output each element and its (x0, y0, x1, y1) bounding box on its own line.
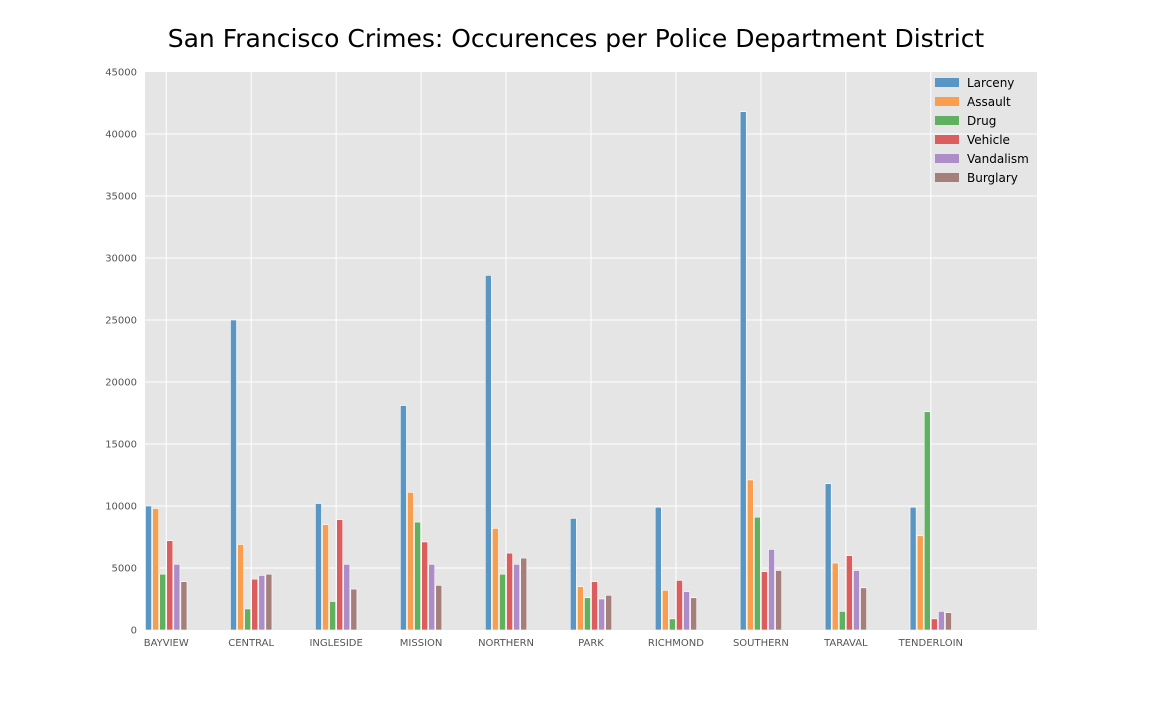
bar-larceny (824, 483, 832, 631)
bar-burglary (775, 570, 782, 631)
bar-burglary (690, 597, 697, 631)
bar-larceny (315, 503, 322, 631)
bar-vandalism (938, 611, 945, 631)
bar-drug (414, 521, 421, 631)
x-tick-label: RICHMOND (648, 638, 704, 649)
bar-vehicle (421, 541, 428, 631)
legend-swatch-drug (935, 116, 959, 125)
bar-drug (838, 611, 846, 631)
legend-label-assault: Assault (967, 95, 1011, 109)
x-tick-label: TARAVAL (823, 638, 868, 649)
bar-vehicle (846, 555, 853, 631)
bar-vehicle (761, 571, 768, 631)
y-tick-label: 25000 (105, 316, 137, 327)
bar-drug (669, 618, 676, 631)
bar-larceny (485, 275, 492, 631)
bar-assault (916, 535, 924, 631)
legend-label-vandalism: Vandalism (967, 152, 1029, 166)
x-tick-label: CENTRAL (228, 638, 274, 649)
bar-larceny (739, 111, 747, 631)
bar-assault (831, 562, 839, 631)
bar-assault (746, 479, 754, 631)
bar-vandalism (513, 563, 521, 631)
bar-vandalism (173, 563, 181, 631)
bar-assault (407, 492, 414, 631)
x-tick-label: TENDERLOIN (898, 638, 963, 649)
legend-label-vehicle: Vehicle (967, 133, 1010, 147)
bar-drug (329, 601, 336, 631)
y-tick-label: 35000 (105, 192, 137, 203)
x-tick-label: BAYVIEW (144, 638, 189, 649)
legend-swatch-larceny (935, 78, 959, 87)
legend-swatch-vandalism (935, 154, 959, 163)
bar-larceny (569, 518, 577, 631)
bar-assault (322, 524, 329, 631)
bar-drug (754, 516, 761, 631)
y-tick-label: 0 (131, 626, 137, 637)
bar-larceny (145, 505, 152, 631)
legend-label-larceny: Larceny (967, 76, 1014, 90)
bar-burglary (435, 585, 443, 631)
bar-drug (244, 608, 251, 631)
bar-burglary (605, 594, 613, 631)
bar-vandalism (428, 563, 436, 631)
bar-vehicle (506, 552, 513, 631)
x-tick-label: NORTHERN (478, 638, 534, 649)
chart-title: San Francisco Crimes: Occurences per Pol… (167, 24, 985, 53)
bar-burglary (945, 612, 952, 631)
bar-burglary (350, 588, 358, 631)
y-tick-label: 10000 (105, 502, 137, 513)
bar-assault (661, 590, 669, 631)
legend-swatch-vehicle (935, 135, 959, 144)
y-tick-label: 15000 (105, 440, 137, 451)
bar-larceny (909, 506, 917, 631)
y-tick-label: 5000 (112, 564, 137, 575)
bar-burglary (520, 557, 528, 631)
x-tick-label: PARK (578, 638, 604, 649)
bar-assault (237, 544, 244, 631)
y-tick-label: 20000 (105, 378, 137, 389)
bar-larceny (654, 506, 662, 631)
bar-vehicle (931, 618, 938, 631)
bar-burglary (265, 573, 273, 631)
x-tick-label: INGLESIDE (309, 638, 362, 649)
bar-vehicle (166, 540, 174, 631)
bar-vandalism (853, 570, 860, 631)
legend-swatch-burglary (935, 173, 959, 182)
bar-vehicle (591, 581, 598, 631)
bar-larceny (400, 405, 407, 631)
bar-drug (584, 597, 591, 631)
bar-vehicle (336, 519, 344, 631)
legend-label-burglary: Burglary (967, 171, 1018, 185)
bar-drug (159, 573, 167, 631)
y-tick-label: 40000 (105, 130, 137, 141)
bar-vandalism (768, 549, 775, 631)
y-tick-label: 45000 (105, 68, 137, 79)
bar-drug (499, 573, 506, 631)
bar-vandalism (598, 598, 605, 631)
bar-vandalism (258, 575, 266, 631)
bar-drug (923, 411, 931, 631)
bar-assault (152, 508, 159, 631)
bar-burglary (180, 581, 188, 631)
x-tick-label: SOUTHERN (733, 638, 789, 649)
legend-swatch-assault (935, 97, 959, 106)
legend-label-drug: Drug (967, 114, 996, 128)
bar-vandalism (343, 563, 351, 631)
x-tick-label: MISSION (400, 638, 443, 649)
y-tick-label: 30000 (105, 254, 137, 265)
bar-burglary (860, 587, 867, 631)
bar-vehicle (251, 578, 259, 631)
bar-vandalism (683, 591, 690, 631)
bar-assault (577, 586, 584, 631)
bar-larceny (230, 319, 237, 631)
bar-assault (492, 528, 499, 631)
bar-vehicle (676, 580, 683, 631)
